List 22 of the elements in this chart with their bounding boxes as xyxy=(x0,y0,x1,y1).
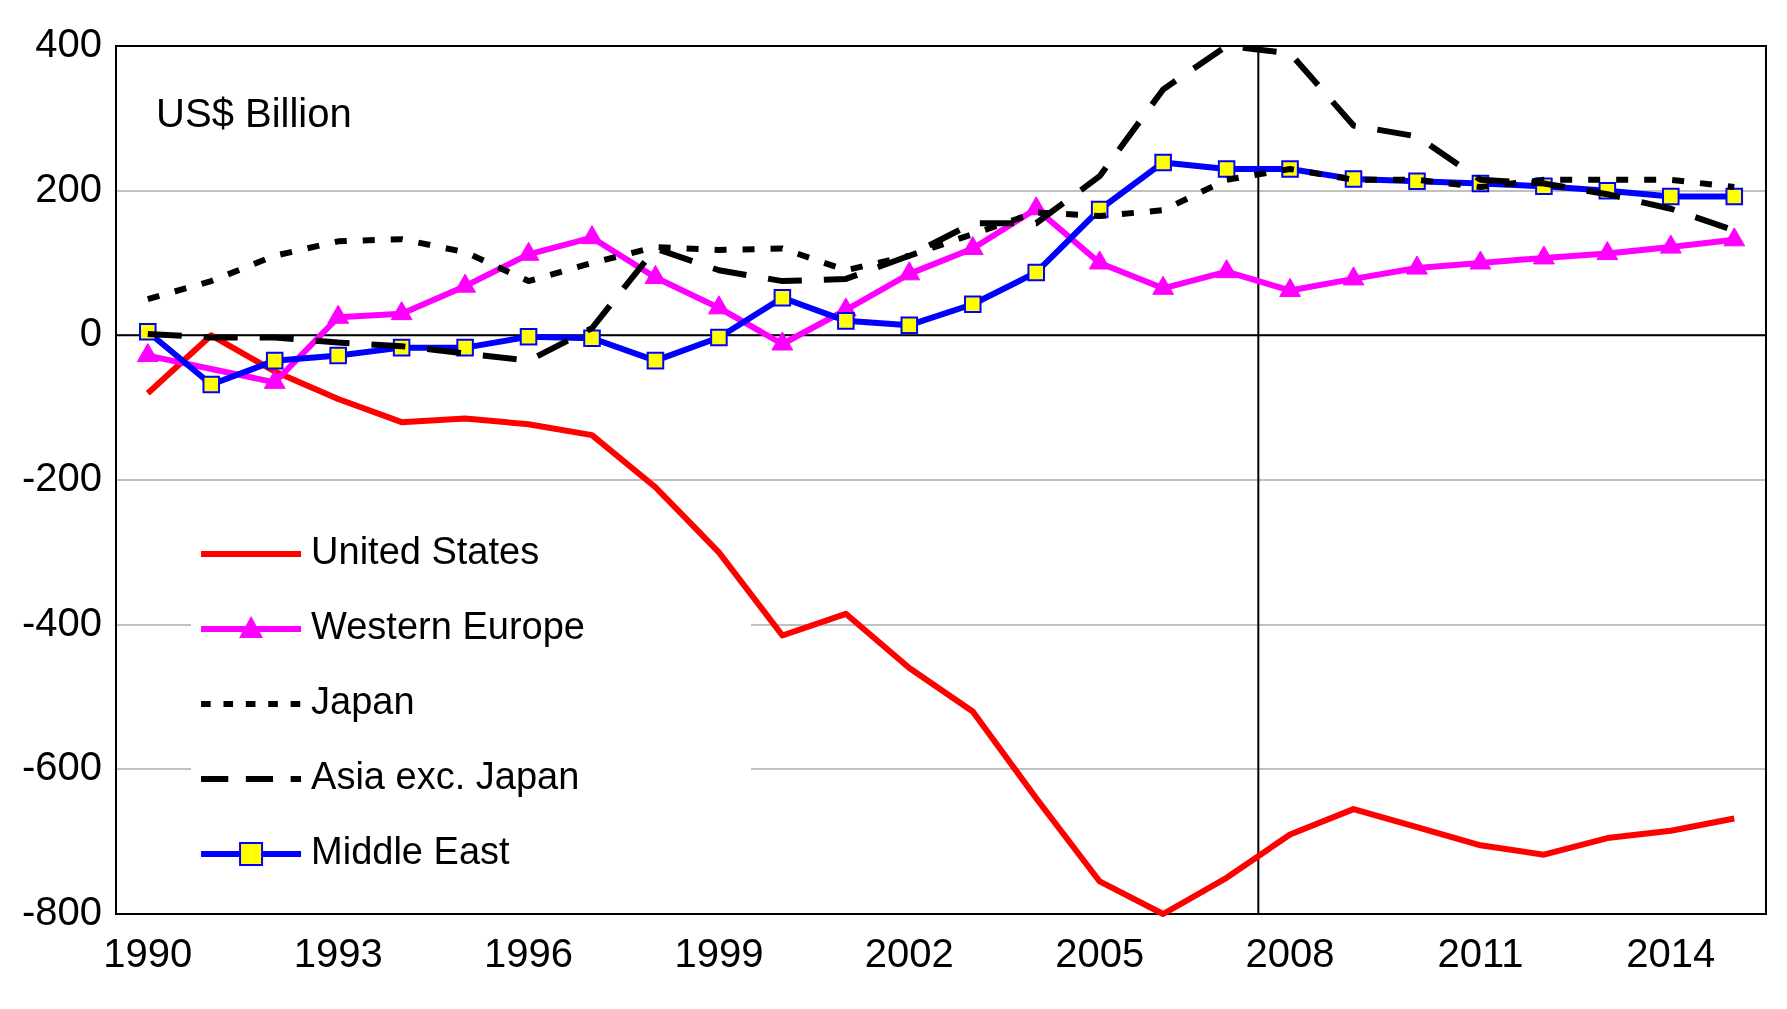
x-tick-label: 2008 xyxy=(1245,931,1335,976)
x-tick-label: 2002 xyxy=(864,931,954,976)
y-tick-label: 200 xyxy=(35,165,103,210)
y-tick-label: -600 xyxy=(22,744,103,789)
x-tick-label: 2011 xyxy=(1437,931,1524,976)
legend-label: Japan xyxy=(311,680,415,723)
annotation: US$ Billion xyxy=(156,91,352,136)
x-tick-label: 1999 xyxy=(674,931,764,976)
x-tick-label: 2005 xyxy=(1055,931,1145,976)
x-tick-label: 1996 xyxy=(484,931,574,976)
legend-label: Asia exc. Japan xyxy=(311,755,580,798)
x-tick-label: 1993 xyxy=(293,931,383,976)
x-tick-label: 2014 xyxy=(1626,931,1716,976)
y-tick-label: -200 xyxy=(22,455,103,500)
legend-label: Middle East xyxy=(311,830,511,873)
x-tick-label: 1990 xyxy=(103,931,193,976)
legend-label: Western Europe xyxy=(311,605,585,648)
y-tick-label: 400 xyxy=(35,21,103,66)
y-tick-label: 0 xyxy=(79,310,103,355)
y-tick-label: -800 xyxy=(22,889,103,934)
legend-label: United States xyxy=(311,530,540,573)
y-tick-label: -400 xyxy=(22,599,103,644)
